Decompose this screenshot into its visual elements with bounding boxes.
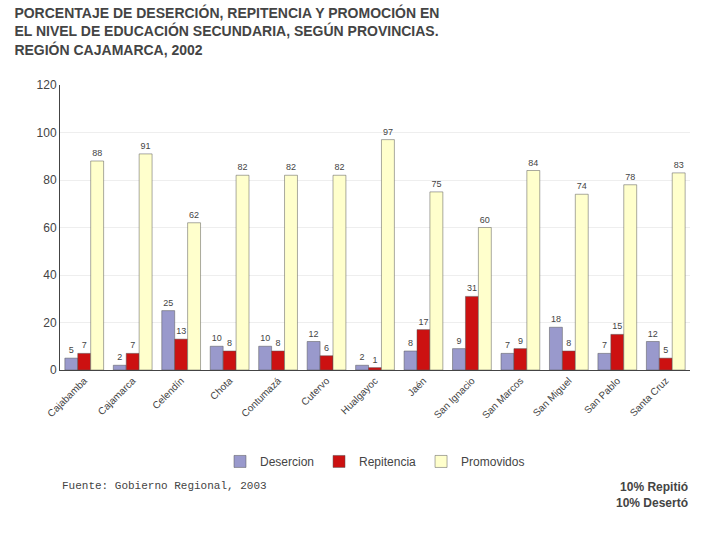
svg-text:Santa Cruz: Santa Cruz — [628, 375, 671, 418]
svg-text:Desercion: Desercion — [260, 455, 314, 469]
svg-text:84: 84 — [528, 158, 538, 168]
svg-text:25: 25 — [163, 298, 173, 308]
svg-text:Cajamarca: Cajamarca — [96, 375, 138, 417]
svg-text:San Miguel: San Miguel — [531, 375, 574, 418]
svg-text:2: 2 — [360, 352, 365, 362]
svg-text:8: 8 — [276, 338, 281, 348]
svg-text:7: 7 — [505, 340, 510, 350]
svg-text:13: 13 — [176, 326, 186, 336]
svg-text:Chota: Chota — [208, 375, 235, 402]
svg-text:5: 5 — [69, 345, 74, 355]
svg-text:Contumazá: Contumazá — [239, 375, 283, 419]
svg-text:20: 20 — [43, 316, 57, 330]
svg-text:91: 91 — [141, 141, 151, 151]
svg-text:100: 100 — [37, 126, 57, 140]
svg-text:PORCENTAJE DE DESERCIÓN, REPIT: PORCENTAJE DE DESERCIÓN, REPITENCIA Y PR… — [14, 4, 439, 57]
svg-text:12: 12 — [309, 329, 319, 339]
svg-text:Cajabamba: Cajabamba — [45, 375, 89, 419]
svg-text:1: 1 — [372, 355, 377, 365]
svg-text:6: 6 — [324, 343, 329, 353]
svg-text:10: 10 — [212, 333, 222, 343]
svg-text:San Ignacio: San Ignacio — [432, 375, 477, 420]
svg-text:5: 5 — [663, 345, 668, 355]
svg-text:97: 97 — [383, 127, 393, 137]
svg-text:78: 78 — [625, 172, 635, 182]
svg-text:8: 8 — [566, 338, 571, 348]
svg-text:10% Repitió10% Desertó: 10% Repitió10% Desertó — [616, 480, 688, 510]
svg-text:18: 18 — [551, 314, 561, 324]
svg-text:7: 7 — [82, 340, 87, 350]
svg-text:60: 60 — [43, 221, 57, 235]
svg-text:7: 7 — [602, 340, 607, 350]
svg-text:Cutervo: Cutervo — [299, 375, 332, 408]
svg-text:9: 9 — [456, 336, 461, 346]
svg-text:Repitencia: Repitencia — [359, 455, 416, 469]
svg-text:Hualgayoc: Hualgayoc — [339, 375, 380, 416]
svg-text:9: 9 — [518, 336, 523, 346]
svg-text:40: 40 — [43, 268, 57, 282]
svg-text:82: 82 — [238, 162, 248, 172]
svg-text:82: 82 — [334, 162, 344, 172]
svg-text:0: 0 — [50, 363, 57, 377]
svg-text:2: 2 — [117, 352, 122, 362]
svg-text:15: 15 — [612, 321, 622, 331]
svg-text:San Pablo: San Pablo — [582, 375, 623, 416]
svg-text:7: 7 — [130, 340, 135, 350]
svg-text:Jaén: Jaén — [405, 375, 428, 398]
svg-text:8: 8 — [408, 338, 413, 348]
svg-text:31: 31 — [467, 283, 477, 293]
svg-text:Promovidos: Promovidos — [461, 455, 524, 469]
svg-text:12: 12 — [648, 329, 658, 339]
svg-text:80: 80 — [43, 173, 57, 187]
svg-text:Celendín: Celendín — [150, 375, 186, 411]
svg-text:75: 75 — [431, 179, 441, 189]
svg-text:120: 120 — [37, 78, 57, 92]
svg-text:60: 60 — [480, 215, 490, 225]
svg-text:82: 82 — [286, 162, 296, 172]
svg-text:17: 17 — [418, 317, 428, 327]
svg-text:8: 8 — [227, 338, 232, 348]
svg-text:83: 83 — [674, 160, 684, 170]
svg-text:10: 10 — [260, 333, 270, 343]
svg-text:62: 62 — [189, 210, 199, 220]
svg-text:Fuente: Gobierno Regional, 200: Fuente: Gobierno Regional, 2003 — [62, 480, 267, 492]
svg-text:San Marcos: San Marcos — [480, 375, 526, 421]
svg-text:88: 88 — [92, 148, 102, 158]
svg-text:74: 74 — [577, 181, 587, 191]
